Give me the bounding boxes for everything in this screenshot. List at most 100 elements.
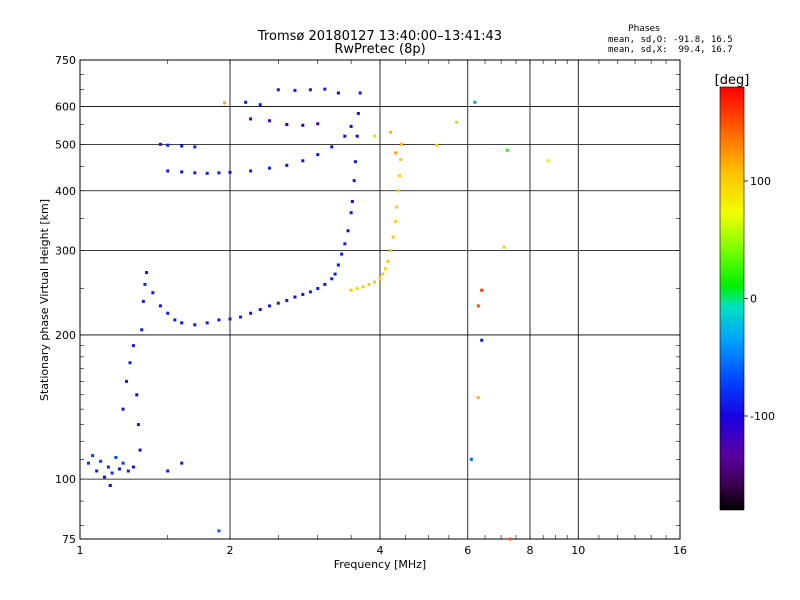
y-tick-label: 75 [62,533,76,546]
data-point [455,120,459,124]
data-point [166,143,170,147]
data-point [158,304,162,308]
data-point [276,301,280,305]
data-point [343,134,347,138]
data-point [249,311,253,315]
data-point [106,465,110,469]
chart-subtitle: RwPretec (8p) [334,42,425,57]
colorbar-tick-label: 100 [750,175,771,188]
tick-layer: 1 2 4 6 8 10 16 75 100 200 300 400 500 600 750 [55,54,687,557]
data-point [358,91,362,95]
data-point [473,100,477,104]
data-point [396,189,400,193]
data-point [398,174,402,178]
data-point [480,288,484,292]
data-point [316,287,320,291]
points-layer [86,87,550,541]
data-point [117,467,121,471]
data-point [135,393,139,397]
data-point [193,323,197,327]
data-point [399,157,403,161]
data-point [244,100,248,104]
data-point [546,159,550,163]
data-point [293,88,297,92]
data-point [435,143,439,147]
data-point [394,220,398,224]
data-point [131,465,135,469]
data-point [308,88,312,92]
x-axis-label: Frequency [MHz] [334,558,426,571]
data-point [158,142,162,146]
data-point [349,124,353,128]
data-point [502,245,506,249]
phases-label: Phases [628,24,660,34]
data-point [394,151,398,155]
data-point [400,142,404,146]
y-tick-label: 600 [55,100,76,113]
data-point [249,169,253,173]
data-point [138,448,142,452]
data-point [505,148,509,152]
data-point [126,469,130,473]
data-point [125,379,129,383]
phases-x-line: mean, sd,X: 99.4, 16.7 [608,45,733,55]
data-point [205,321,209,325]
data-point [336,91,340,95]
data-point [145,271,149,275]
data-point [349,288,353,292]
data-point [173,318,177,322]
data-point [476,396,480,400]
data-point [389,249,393,253]
data-point [121,461,125,465]
y-axis-label: Stationary phase Virtual Height [km] [38,199,51,401]
grid-layer [80,60,680,539]
data-point [301,159,305,163]
data-point [386,259,390,263]
data-point [136,423,140,427]
data-point [217,318,221,322]
data-point [103,475,107,479]
data-point [217,171,221,175]
data-point [267,304,271,308]
y-tick-label: 300 [55,245,76,258]
data-point [180,170,184,174]
data-point [95,469,99,473]
data-point [293,295,297,299]
data-point [373,280,377,284]
data-point [378,277,382,281]
y-tick-label: 750 [55,54,76,67]
data-point [343,242,347,246]
x-tick-label: 10 [571,544,585,557]
data-point [258,103,262,107]
data-point [395,205,399,209]
data-point [308,290,312,294]
data-point [239,315,243,319]
data-point [258,308,262,312]
data-point [128,361,132,365]
data-point [333,272,337,276]
data-point [373,134,377,138]
data-point [205,171,209,175]
data-point [346,229,350,233]
data-point [476,304,480,308]
data-point [285,123,289,127]
data-point [180,144,184,148]
data-point [336,263,340,267]
x-tick-label: 1 [77,544,84,557]
data-point [350,199,354,203]
data-point [141,299,145,303]
data-point [383,267,387,271]
data-point [121,407,125,411]
data-point [223,101,227,105]
data-point [276,88,280,92]
x-tick-label: 16 [673,544,687,557]
data-point [352,179,356,183]
data-point [267,119,271,123]
x-tick-label: 4 [377,544,384,557]
y-tick-label: 200 [55,329,76,342]
data-point [108,483,112,487]
phases-o-line: mean, sd,O: -91.8, 16.5 [608,35,733,45]
data-point [228,170,232,174]
colorbar-ticks: 100 0 -100 [744,175,775,423]
